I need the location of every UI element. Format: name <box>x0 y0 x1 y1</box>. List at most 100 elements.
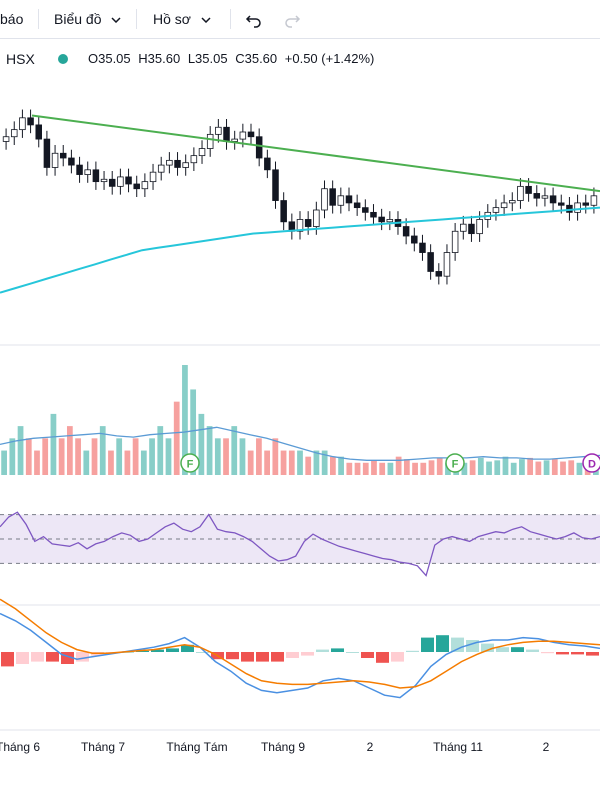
alerts-label: báo <box>0 11 24 27</box>
candle-body <box>2 136 10 142</box>
macd-histogram-bar <box>571 652 584 655</box>
volume-bar <box>428 460 435 475</box>
chart-menu-button[interactable]: Biểu đồ <box>54 0 121 38</box>
candle-body <box>215 126 222 135</box>
macd-histogram-bar <box>586 652 599 656</box>
candle-body <box>386 219 394 223</box>
chevron-down-icon <box>111 17 121 24</box>
volume-bar <box>256 438 262 475</box>
macd-histogram-bar <box>331 648 344 652</box>
volume-bar <box>280 450 287 475</box>
candle-body <box>296 219 304 232</box>
volume-bar <box>239 438 246 475</box>
volume-bar <box>34 450 40 475</box>
candle-body <box>378 216 385 223</box>
alerts-button[interactable]: báo <box>0 0 23 38</box>
candle-body <box>329 188 336 206</box>
macd-histogram-bar <box>391 652 404 662</box>
open-value: O35.05 <box>88 51 131 66</box>
volume-bar <box>494 460 501 475</box>
candle-body <box>264 157 271 171</box>
candle-body <box>133 183 140 190</box>
candle-body <box>43 138 51 168</box>
macd-histogram-bar <box>481 643 494 652</box>
candle-body <box>362 207 369 213</box>
macd-histogram-bar <box>361 652 374 658</box>
candle-body <box>476 219 483 235</box>
macd-histogram-bar <box>556 652 569 655</box>
volume-bar <box>568 460 575 475</box>
time-axis-tick-label: Tháng 6 <box>0 740 40 754</box>
volume-bar <box>362 462 369 475</box>
volume-bar <box>403 459 410 475</box>
macd-histogram-bar <box>421 637 434 652</box>
volume-bar <box>551 459 558 475</box>
undo-icon[interactable] <box>244 9 264 29</box>
profile-menu-label: Hồ sơ <box>153 11 191 27</box>
candle-body <box>525 185 532 194</box>
candle-body <box>27 117 34 126</box>
candle-body <box>370 211 377 218</box>
candle-body <box>402 226 410 237</box>
volume-bar <box>477 457 484 475</box>
volume-bar <box>338 456 344 475</box>
change-value: +0.50 (+1.42%) <box>284 51 375 66</box>
time-axis-tick-label: Tháng 9 <box>261 740 305 754</box>
redo-icon[interactable] <box>282 9 302 29</box>
event-marker-label: D <box>588 459 596 471</box>
volume-bar <box>420 462 427 475</box>
chevron-down-icon <box>201 17 211 24</box>
macd-histogram-bar <box>301 652 314 656</box>
candle-body <box>239 131 247 140</box>
macd-histogram-bar <box>121 652 134 653</box>
volume-bar <box>91 438 98 475</box>
volume-bar <box>379 462 386 475</box>
candle-body <box>117 176 124 187</box>
candle-body <box>125 176 132 185</box>
macd-histogram-bar <box>241 652 254 662</box>
volume-bar <box>83 450 90 475</box>
candle-body <box>411 235 418 244</box>
candle-body <box>574 202 581 213</box>
candle-body <box>174 159 181 168</box>
volume-bar <box>510 462 517 475</box>
volume-bar <box>371 460 377 475</box>
candle-body <box>558 202 565 206</box>
macd-histogram-bar <box>436 635 449 652</box>
candle-body <box>549 195 557 204</box>
volume-bar <box>157 426 164 475</box>
volume-bar <box>165 438 172 475</box>
profile-menu-button[interactable]: Hồ sơ <box>153 0 211 38</box>
volume-bar <box>58 438 65 475</box>
time-axis-tick-label: 2 <box>543 740 550 754</box>
time-axis-tick-label: Tháng Tám <box>166 740 227 754</box>
candle-body <box>304 219 312 227</box>
candle-body <box>541 195 549 199</box>
volume-bar <box>42 438 49 475</box>
candle-body <box>280 200 287 223</box>
candle-body <box>509 200 516 204</box>
candle-body <box>51 152 59 168</box>
macd-histogram-bar <box>136 650 149 652</box>
signal-line <box>0 598 600 689</box>
macd-histogram-bar <box>76 652 89 662</box>
volume-bar <box>66 426 73 475</box>
macd-histogram-bar <box>16 652 29 664</box>
candle-body <box>198 148 206 157</box>
candle-body <box>492 207 500 213</box>
macd-histogram-bar <box>286 652 299 658</box>
macd-histogram-bar <box>496 647 509 652</box>
candle-body <box>206 133 214 149</box>
time-axis-tick-label: Tháng 7 <box>81 740 125 754</box>
candle-body <box>92 169 100 183</box>
volume-bar <box>124 450 131 475</box>
candle-body <box>149 171 157 183</box>
candle-body <box>68 157 75 166</box>
candle-body <box>19 117 26 131</box>
volume-bar <box>486 461 492 475</box>
candle-body <box>337 195 345 206</box>
macd-histogram-bar <box>526 649 539 652</box>
macd-histogram-bar <box>316 649 329 652</box>
exchange-label: HSX <box>6 51 35 67</box>
